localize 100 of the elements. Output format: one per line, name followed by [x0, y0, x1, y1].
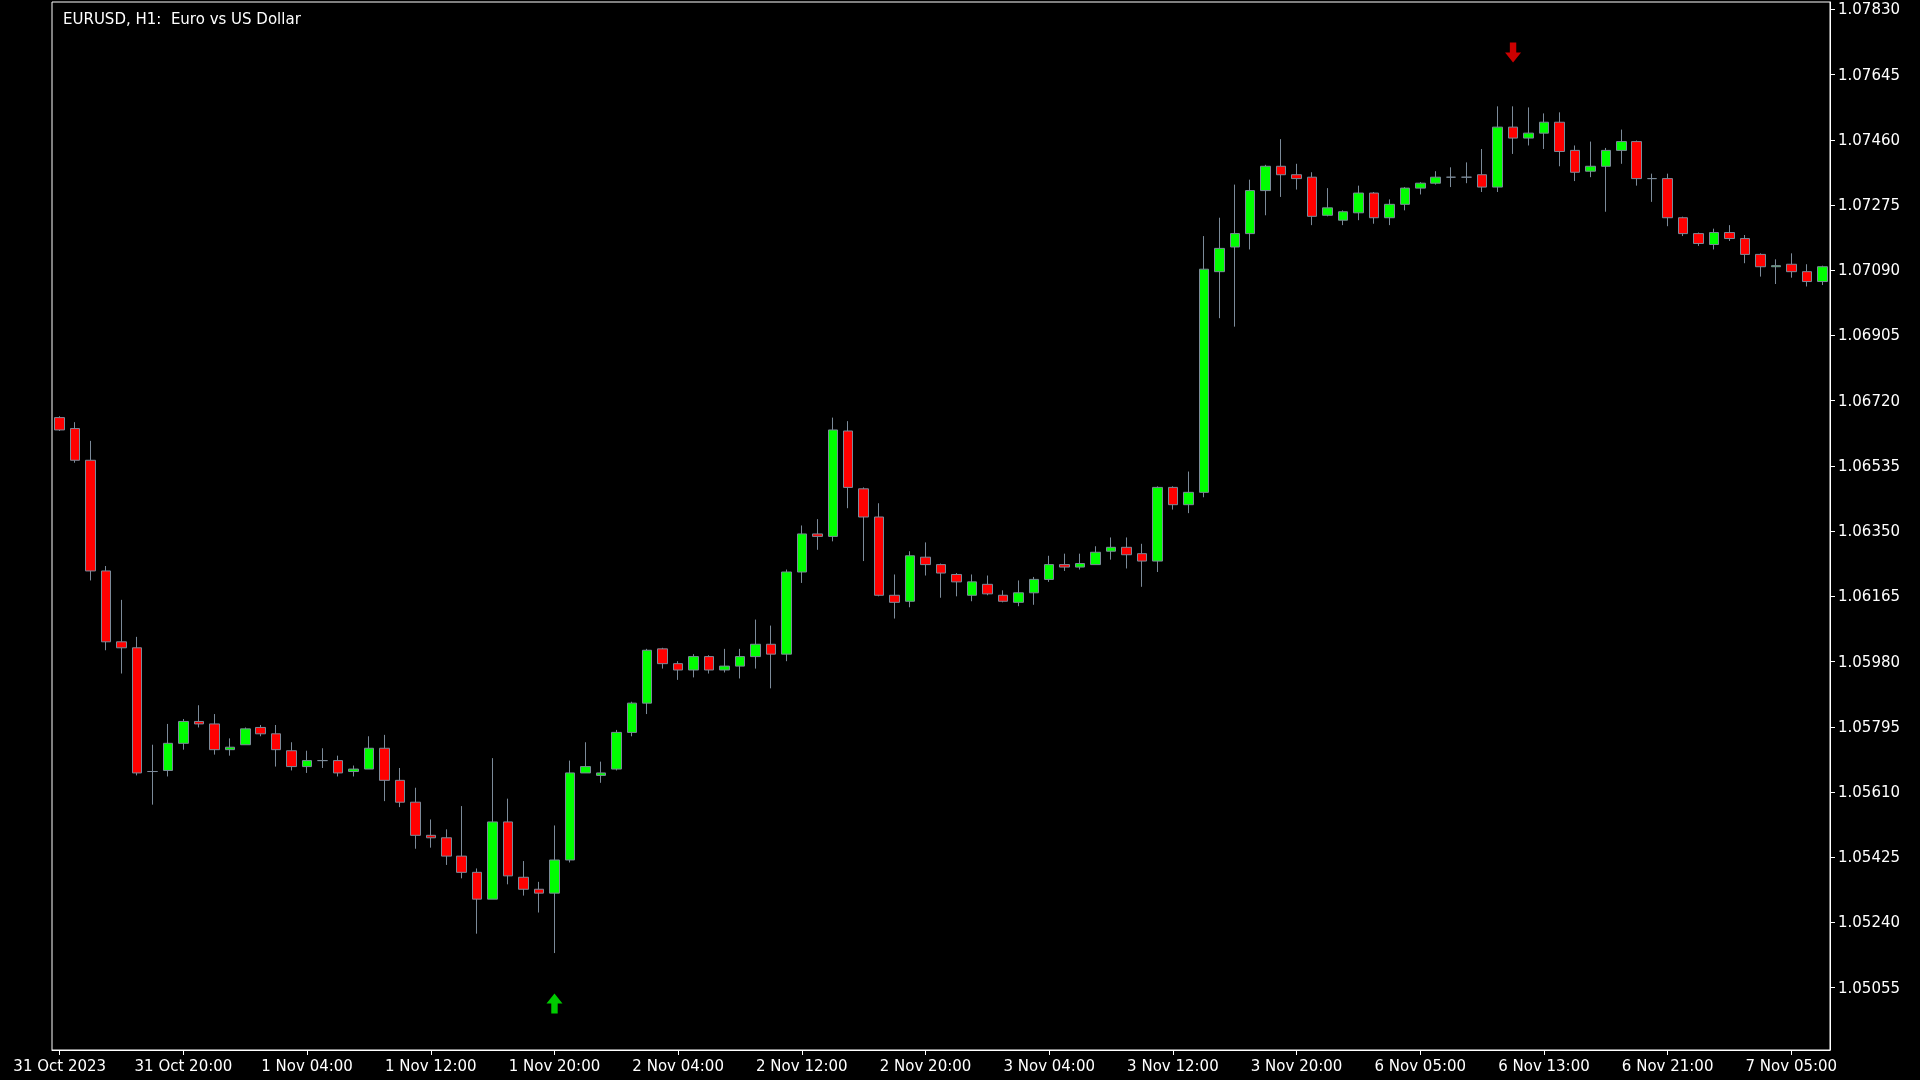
y-tick-label: 1.07645 — [1838, 65, 1901, 84]
candlestick — [333, 755, 343, 777]
candlestick — [503, 798, 513, 885]
candlestick — [1106, 536, 1116, 561]
candlestick — [998, 589, 1008, 603]
candlestick — [889, 573, 900, 620]
candlestick — [549, 824, 560, 954]
candlestick — [1276, 138, 1286, 198]
candlestick — [967, 573, 977, 602]
candlestick — [1647, 173, 1657, 203]
candlestick — [163, 723, 173, 777]
x-tick-label: 3 Nov 12:00 — [1127, 1056, 1219, 1075]
text: EURUSD, H1: Euro vs US Dollar — [63, 9, 302, 28]
x-tick-label: 7 Nov 05:00 — [1745, 1056, 1838, 1075]
candlestick — [1740, 234, 1750, 264]
candlestick — [1168, 485, 1178, 511]
candlestick — [1338, 209, 1348, 226]
candlestick — [1662, 173, 1673, 227]
candlestick — [1230, 184, 1240, 328]
candlestick — [874, 502, 884, 597]
x-tick-label: 1 Nov 12:00 — [384, 1056, 477, 1075]
candlestick — [797, 524, 807, 584]
candlestick — [1369, 191, 1379, 225]
candlestick — [781, 569, 792, 662]
candlestick — [1492, 105, 1503, 193]
candlestick — [534, 881, 544, 914]
candlestick — [364, 735, 374, 770]
candlestick — [1539, 112, 1549, 150]
candlestick — [1446, 166, 1456, 188]
candlestick — [1137, 543, 1147, 588]
candlestick — [1508, 105, 1518, 155]
candlestick — [858, 486, 869, 562]
candlestick — [1121, 536, 1132, 569]
candlestick — [472, 867, 482, 935]
candlestick — [704, 654, 714, 675]
candlestick — [1415, 181, 1426, 195]
candlestick — [1678, 216, 1688, 237]
candlestick — [1013, 579, 1024, 607]
candlestick — [936, 563, 946, 599]
y-tick-label: 1.05795 — [1838, 717, 1901, 736]
x-tick-label: 31 Oct 20:00 — [134, 1056, 233, 1075]
x-tick-label: 2 Nov 04:00 — [632, 1056, 724, 1075]
candlestick — [1585, 141, 1596, 178]
candlestick — [1384, 198, 1395, 226]
x-tick-label: 6 Nov 13:00 — [1498, 1056, 1590, 1075]
candlestick — [905, 550, 915, 608]
candlestick — [132, 636, 142, 776]
candlestick — [302, 750, 312, 774]
x-tick-label: 1 Nov 20:00 — [508, 1056, 601, 1075]
x-tick-label: 2 Nov 12:00 — [756, 1056, 848, 1075]
y-tick-label: 1.07090 — [1838, 261, 1901, 280]
candlestick — [1353, 185, 1364, 221]
candlestick — [456, 805, 467, 879]
candlestick — [54, 415, 65, 432]
candlestick — [766, 625, 776, 689]
candlestick — [518, 860, 529, 897]
x-tick-label: 3 Nov 20:00 — [1250, 1056, 1343, 1075]
candlestick — [750, 619, 761, 670]
candlestick — [828, 417, 838, 542]
candlestick — [1616, 129, 1627, 165]
candlestick — [1245, 179, 1255, 250]
candlestick — [580, 741, 591, 774]
candlestick — [1461, 161, 1472, 184]
candlestick — [1786, 252, 1797, 279]
candlestick — [255, 724, 266, 737]
candlestick — [1029, 576, 1039, 606]
candlestick — [565, 760, 575, 863]
candlestick — [1817, 265, 1828, 286]
candlestick — [271, 724, 281, 768]
candlestick — [1059, 553, 1070, 572]
candlestick — [178, 718, 189, 751]
candlestick — [379, 734, 390, 802]
x-tick-label: 2 Nov 20:00 — [879, 1056, 972, 1075]
candlestick — [85, 440, 96, 581]
y-tick-label: 1.05240 — [1838, 913, 1901, 932]
candlestick — [951, 572, 962, 597]
candlestick — [611, 729, 622, 771]
candlestick — [147, 744, 158, 806]
candlestick — [286, 741, 297, 771]
candlestick — [410, 787, 421, 850]
candlestick — [209, 713, 220, 756]
candlestick — [1477, 148, 1487, 193]
candlestick — [1291, 163, 1302, 191]
candlestick — [1152, 485, 1163, 573]
candlestick — [487, 757, 498, 900]
candlestick — [101, 565, 111, 651]
y-tick-label: 1.05055 — [1838, 978, 1901, 997]
candlestick — [920, 541, 931, 577]
candlestick — [735, 648, 745, 679]
y-tick-label: 1.06165 — [1838, 587, 1901, 606]
candlestick — [1724, 224, 1735, 242]
candlestick — [1322, 187, 1333, 217]
candlestick — [596, 761, 606, 784]
candlestick — [688, 653, 699, 678]
candlestick — [1307, 171, 1317, 226]
candlestick — [1400, 186, 1410, 211]
x-tick-label: 31 Oct 2023 — [13, 1056, 107, 1075]
y-tick-label: 1.05980 — [1838, 652, 1901, 671]
candlestick — [240, 726, 251, 746]
candlestick — [395, 767, 405, 808]
